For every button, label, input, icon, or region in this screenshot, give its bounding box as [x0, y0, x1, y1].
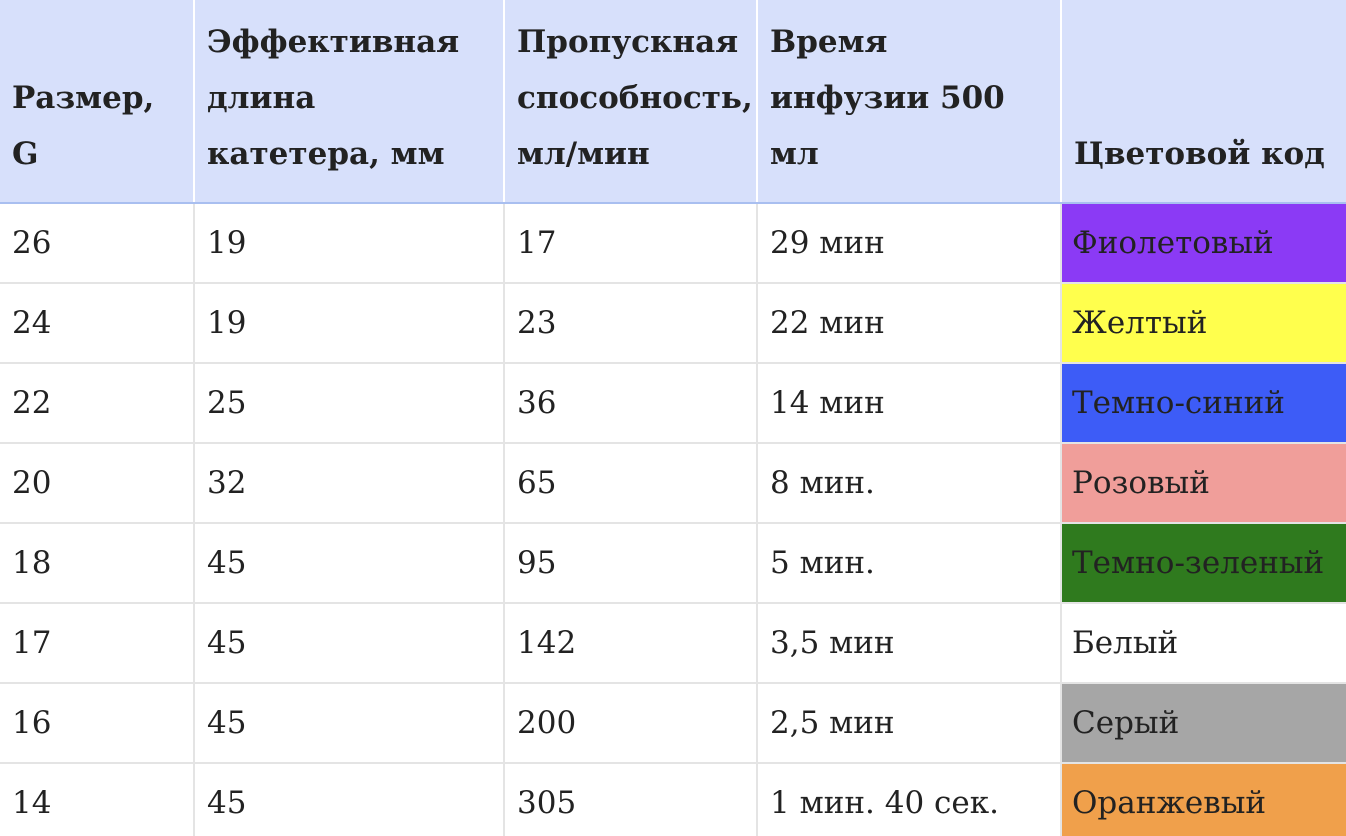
cell-length: 45 [194, 603, 505, 684]
cell-length: 25 [194, 363, 505, 444]
cell-flow: 142 [504, 603, 758, 684]
table-row: 14 45 305 1 мин. 40 сек. Оранжевый [0, 763, 1346, 836]
cell-time: 8 мин. [757, 443, 1062, 524]
cell-time: 1 мин. 40 сек. [757, 763, 1062, 836]
cell-time: 14 мин [757, 363, 1062, 444]
header-row: Размер, G Эффективная длина катетера, мм… [0, 0, 1346, 204]
cell-size: 22 [0, 363, 195, 444]
table-row: 17 45 142 3,5 мин Белый [0, 603, 1346, 684]
table-row: 18 45 95 5 мин. Темно-зеленый [0, 523, 1346, 604]
cell-flow: 305 [504, 763, 758, 836]
cell-color-code: Темно-синий [1061, 363, 1346, 444]
cell-size: 20 [0, 443, 195, 524]
table-row: 22 25 36 14 мин Темно-синий [0, 363, 1346, 444]
cell-size: 24 [0, 283, 195, 364]
table-row: 16 45 200 2,5 мин Серый [0, 683, 1346, 764]
cell-length: 19 [194, 203, 505, 284]
cell-time: 29 мин [757, 203, 1062, 284]
cell-flow: 17 [504, 203, 758, 284]
cell-time: 22 мин [757, 283, 1062, 364]
cell-color-code: Серый [1061, 683, 1346, 764]
cell-length: 45 [194, 523, 505, 604]
cell-color-code: Белый [1061, 603, 1346, 684]
cell-time: 5 мин. [757, 523, 1062, 604]
cell-color-code: Темно-зеленый [1061, 523, 1346, 604]
header-time: Время инфузии 500 мл [757, 0, 1062, 204]
table-row: 24 19 23 22 мин Желтый [0, 283, 1346, 364]
header-size: Размер, G [0, 0, 195, 204]
cell-flow: 36 [504, 363, 758, 444]
cell-size: 18 [0, 523, 195, 604]
cell-size: 14 [0, 763, 195, 836]
cell-flow: 95 [504, 523, 758, 604]
cell-color-code: Желтый [1061, 283, 1346, 364]
cell-flow: 65 [504, 443, 758, 524]
cell-color-code: Фиолетовый [1061, 203, 1346, 284]
cell-size: 16 [0, 683, 195, 764]
cell-size: 26 [0, 203, 195, 284]
header-length: Эффективная длина катетера, мм [194, 0, 505, 204]
cell-length: 19 [194, 283, 505, 364]
table-row: 26 19 17 29 мин Фиолетовый [0, 203, 1346, 284]
table-header: Размер, G Эффективная длина катетера, мм… [0, 0, 1346, 204]
cell-length: 45 [194, 683, 505, 764]
header-color: Цветовой код [1061, 0, 1346, 204]
header-flow: Пропускная способность, мл/мин [504, 0, 758, 204]
cell-flow: 23 [504, 283, 758, 364]
cell-color-code: Розовый [1061, 443, 1346, 524]
cell-time: 2,5 мин [757, 683, 1062, 764]
table-row: 20 32 65 8 мин. Розовый [0, 443, 1346, 524]
cell-size: 17 [0, 603, 195, 684]
cell-time: 3,5 мин [757, 603, 1062, 684]
cell-length: 32 [194, 443, 505, 524]
cell-length: 45 [194, 763, 505, 836]
cell-color-code: Оранжевый [1061, 763, 1346, 836]
table-body: 26 19 17 29 мин Фиолетовый 24 19 23 22 м… [0, 203, 1346, 836]
cell-flow: 200 [504, 683, 758, 764]
